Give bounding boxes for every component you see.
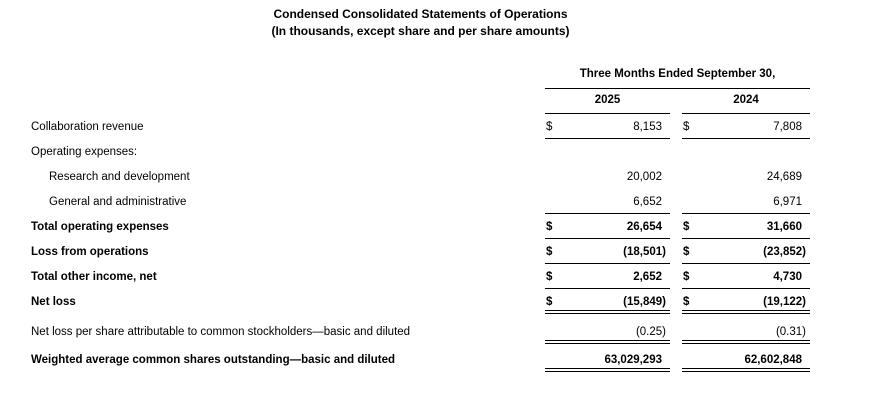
column-header-2025: 2025 <box>545 89 670 114</box>
document-title-line1: Condensed Consolidated Statements of Ope… <box>273 7 568 21</box>
amount-cell-2025: $ 26,654 <box>545 220 670 239</box>
table-row-research-and-development: Research and development 20,002 24,689 <box>31 164 810 189</box>
row-label: Net loss <box>31 296 76 308</box>
dollar-sign: $ <box>683 221 690 233</box>
dollar-sign: $ <box>546 296 553 308</box>
amount-value: 7,808 <box>773 121 802 133</box>
amount-value: 8,153 <box>633 121 662 133</box>
amount-cell-2024: (0.31) <box>682 325 810 344</box>
amount-value: 31,660 <box>766 221 802 233</box>
dollar-sign: $ <box>683 296 690 308</box>
dollar-sign: $ <box>546 246 553 258</box>
row-label: General and administrative <box>49 196 187 208</box>
amount-cell-2025: (0.25) <box>545 325 670 344</box>
amount-value: (18,501) <box>623 246 666 258</box>
amount-value: 24,689 <box>766 171 802 183</box>
table-row-general-and-administrative: General and administrative 6,652 6,971 <box>31 189 810 214</box>
table-row-net-loss: Net loss $ (15,849) $ (19,122) <box>31 289 810 314</box>
dollar-sign: $ <box>683 246 690 258</box>
amount-cell-2024: $ 4,730 <box>682 270 810 289</box>
dollar-sign: $ <box>546 271 553 283</box>
label-column-spacer <box>31 89 545 114</box>
amount-cell-2024: 24,689 <box>682 170 810 189</box>
row-label: Collaboration revenue <box>31 121 144 133</box>
table-row-net-loss-per-share: Net loss per share attributable to commo… <box>31 319 810 344</box>
column-gap <box>670 89 682 114</box>
row-label: Total operating expenses <box>31 221 169 233</box>
amount-value: (0.25) <box>635 326 666 338</box>
row-label: Weighted average common shares outstandi… <box>31 354 396 366</box>
amount-value: (23,852) <box>763 246 806 258</box>
document-title: Condensed Consolidated Statements of Ope… <box>31 6 810 40</box>
table-row-collaboration-revenue: Collaboration revenue $ 8,153 $ 7,808 <box>31 114 810 139</box>
dollar-sign: $ <box>546 221 553 233</box>
row-label: Total other income, net <box>31 271 157 283</box>
amount-cell-2025: 63,029,293 <box>545 353 670 372</box>
amount-value: 6,971 <box>773 196 802 208</box>
amount-cell-2024: $ (23,852) <box>682 245 810 264</box>
amount-cell-2025: $ 2,652 <box>545 270 670 289</box>
amount-cell-2024 <box>682 159 810 164</box>
amount-cell-2024: 62,602,848 <box>682 353 810 372</box>
amount-cell-2025 <box>545 159 670 164</box>
table-row-loss-from-operations: Loss from operations $ (18,501) $ (23,85… <box>31 239 810 264</box>
amount-value: 26,654 <box>626 221 662 233</box>
amount-cell-2024: $ 31,660 <box>682 220 810 239</box>
amount-cell-2025: $ (18,501) <box>545 245 670 264</box>
dollar-sign: $ <box>546 121 553 133</box>
amount-cell-2024: $ 7,808 <box>682 120 810 139</box>
amount-value: (19,122) <box>763 296 806 308</box>
amount-value: 63,029,293 <box>604 354 662 366</box>
column-header-2024: 2024 <box>682 89 810 114</box>
amount-cell-2024: $ (19,122) <box>682 295 810 314</box>
amount-cell-2024: 6,971 <box>682 195 810 214</box>
amount-value: 20,002 <box>626 171 662 183</box>
amount-value: 4,730 <box>773 271 802 283</box>
amount-value: 2,652 <box>633 271 662 283</box>
document-title-line2: (In thousands, except share and per shar… <box>271 24 570 38</box>
dollar-sign: $ <box>683 121 690 133</box>
table-row-total-operating-expenses: Total operating expenses $ 26,654 $ 31,6… <box>31 214 810 239</box>
amount-value: 6,652 <box>633 196 662 208</box>
amount-cell-2025: $ 8,153 <box>545 120 670 139</box>
row-label: Research and development <box>49 171 190 183</box>
amount-value: (0.31) <box>775 326 806 338</box>
row-label: Loss from operations <box>31 246 149 258</box>
amount-cell-2025: 6,652 <box>545 195 670 214</box>
year-header-row: 2025 2024 <box>31 89 810 114</box>
amount-value: 62,602,848 <box>744 354 802 366</box>
amount-cell-2025: $ (15,849) <box>545 295 670 314</box>
row-label: Operating expenses: <box>31 146 138 158</box>
amount-cell-2025: 20,002 <box>545 170 670 189</box>
table-row-operating-expenses-header: Operating expenses: <box>31 139 810 164</box>
amount-value: (15,849) <box>623 296 666 308</box>
table-row-total-other-income-net: Total other income, net $ 2,652 $ 4,730 <box>31 264 810 289</box>
row-label: Net loss per share attributable to commo… <box>31 326 411 338</box>
statements-of-operations-table: Three Months Ended September 30, 2025 20… <box>31 62 810 372</box>
period-header: Three Months Ended September 30, <box>545 62 810 89</box>
dollar-sign: $ <box>683 271 690 283</box>
table-row-weighted-average-shares: Weighted average common shares outstandi… <box>31 347 810 372</box>
